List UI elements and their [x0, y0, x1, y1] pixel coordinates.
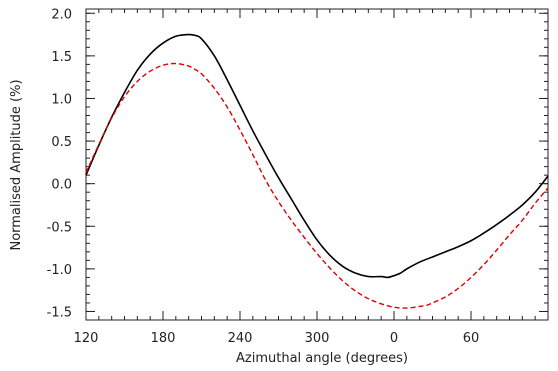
y-tick-label: 1.0: [51, 92, 72, 107]
series-line-solid-black: [85, 33, 549, 279]
y-tick-label: 1.5: [51, 50, 72, 65]
axis-ticks: [85, 9, 549, 321]
x-tick-label: 0: [390, 331, 398, 346]
y-tick-label: -0.5: [47, 220, 72, 235]
x-tick-label: 120: [74, 331, 99, 346]
y-tick-label: 2.0: [51, 7, 72, 22]
y-axis-title: Normalised Amplitude (%): [9, 79, 24, 250]
tick-labels: 120 180 240 300 0 60 -1.5 -1.0 -0.5 0.0 0.5 1.0 1.5 2…: [47, 7, 480, 346]
y-tick-label: -1.5: [47, 305, 72, 320]
plot-frame: [85, 8, 549, 321]
x-tick-label: 300: [305, 331, 330, 346]
plot-border: [85, 8, 549, 321]
x-tick-label: 60: [463, 331, 480, 346]
y-tick-label: 0.5: [51, 135, 72, 150]
x-tick-label: 180: [151, 331, 176, 346]
y-tick-label: 0.0: [51, 178, 72, 193]
series-line-dashed-red: [85, 62, 549, 309]
y-tick-label: -1.0: [47, 263, 72, 278]
x-axis-title: Azimuthal angle (degrees): [236, 351, 408, 366]
x-tick-label: 240: [228, 331, 253, 346]
series-layer: [85, 33, 549, 309]
